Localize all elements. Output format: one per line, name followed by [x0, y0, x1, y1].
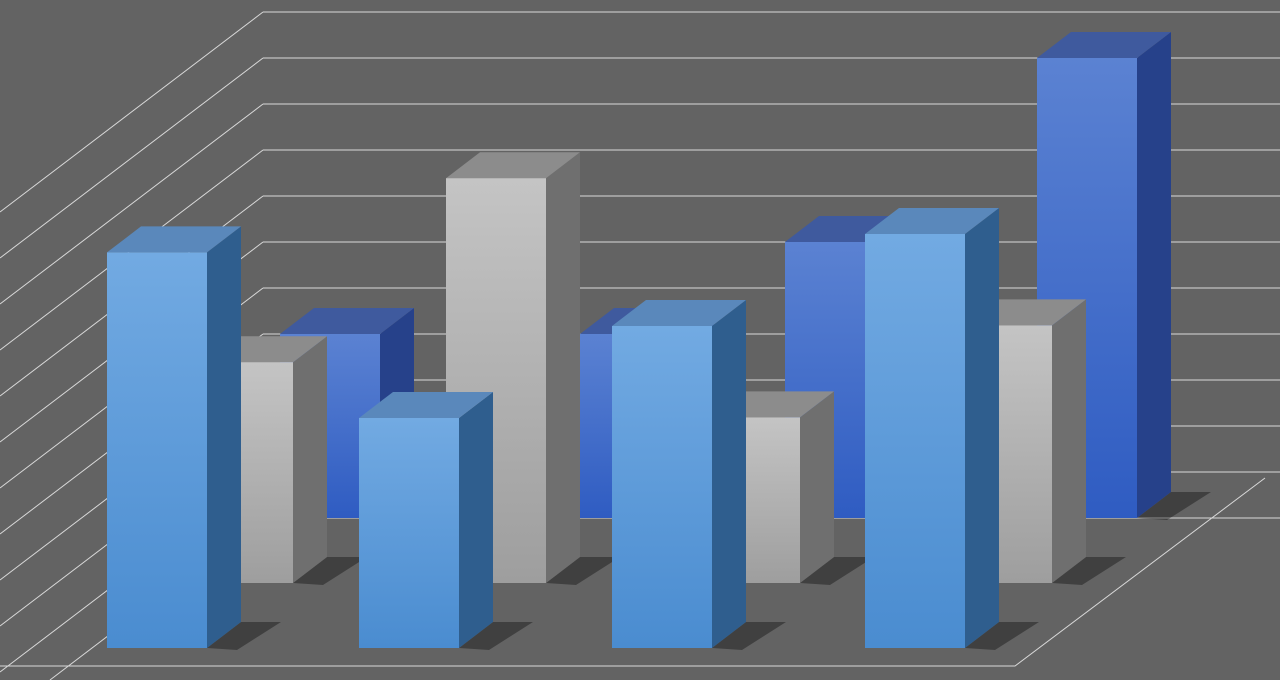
bar-top-face: [1037, 32, 1171, 58]
bar-front-1: [107, 226, 281, 650]
bar-shadow: [207, 622, 281, 650]
bar-front-3: [612, 300, 786, 650]
side-wall-gridline: [0, 103, 264, 305]
side-wall-gridline: [0, 57, 264, 259]
bar-top-face: [446, 152, 580, 179]
bar-side-face: [459, 392, 493, 648]
bar-shadow: [459, 622, 533, 650]
bar-shadow: [965, 622, 1039, 650]
bar-top-face: [280, 308, 414, 334]
bar-shadow: [1137, 492, 1211, 520]
bar-top-face: [107, 226, 241, 253]
bar-side-face: [800, 391, 834, 583]
bar-front-4: [865, 208, 1039, 650]
bar-shadow: [1052, 557, 1126, 585]
bar-shadow: [546, 557, 620, 585]
bar-front-face: [359, 418, 459, 648]
bar-side-face: [1137, 32, 1171, 518]
bar-side-face: [207, 226, 241, 648]
bar-front-2: [359, 392, 533, 650]
bar-side-face: [1052, 299, 1086, 583]
bar-top-face: [865, 208, 999, 234]
bar-side-face: [293, 336, 327, 583]
bar-front-face: [612, 326, 712, 648]
bar-side-face: [712, 300, 746, 648]
bar-side-face: [965, 208, 999, 648]
bar-side-face: [546, 152, 580, 583]
side-wall-gridline: [0, 11, 264, 213]
bar-front-face: [107, 252, 207, 648]
bar-front-face: [865, 234, 965, 648]
bars: [107, 32, 1211, 650]
bar-shadow: [293, 557, 367, 585]
bar-shadow: [712, 622, 786, 650]
bar-top-face: [359, 392, 493, 418]
bar-shadow: [800, 557, 874, 585]
bar-top-face: [612, 300, 746, 326]
floor-outline: [0, 477, 1266, 667]
